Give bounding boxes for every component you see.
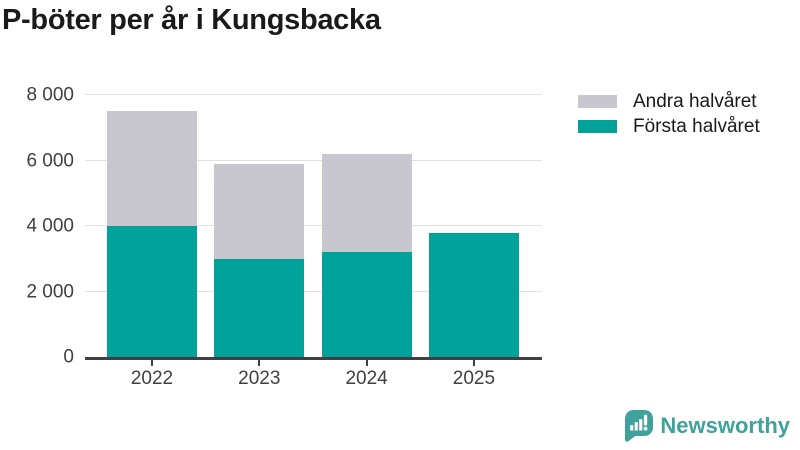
gridline-2000 — [85, 290, 542, 292]
legend-swatch — [578, 119, 617, 133]
bar-2022-f-rsta-halv-ret — [107, 226, 197, 357]
y-axis-tick-label: 6 000 — [26, 150, 74, 171]
gridline-4000 — [85, 225, 542, 226]
bar-2024-f-rsta-halv-ret — [321, 252, 412, 357]
newsworthy-logo-icon — [625, 410, 654, 442]
x-axis-tick-label-2024: 2024 — [345, 368, 388, 389]
y-axis-tick-label: 2 000 — [26, 281, 74, 302]
legend-swatch — [578, 94, 617, 108]
y-axis-tick-label: 4 000 — [26, 215, 74, 237]
y-axis-tick-label: 8 000 — [26, 84, 74, 106]
x-axis-tick-mark — [472, 360, 475, 366]
x-axis-tick-mark — [258, 360, 261, 366]
gridline-6000 — [85, 159, 542, 161]
x-axis-tick-mark — [151, 360, 153, 366]
newsworthy-logo[interactable]: Newsworthy — [625, 410, 790, 442]
bar-2023-andra-halv-ret — [214, 163, 305, 259]
bar-2022-andra-halv-ret — [107, 111, 197, 226]
bar-2023-f-rsta-halv-ret — [214, 258, 305, 357]
legend: Andra halvåret Första halvåret — [578, 90, 760, 137]
x-axis-tick-label-2025: 2025 — [452, 368, 496, 389]
bar-2024-andra-halv-ret — [321, 153, 412, 253]
gridline-8000 — [85, 94, 542, 95]
x-axis-tick-mark — [365, 360, 368, 366]
x-axis-tick-label-2022: 2022 — [130, 368, 174, 389]
newsworthy-logo-text: Newsworthy — [660, 413, 790, 438]
y-axis-tick-label: 0 — [63, 346, 74, 368]
legend-item-andra-halv-ret: Andra halvåret — [578, 90, 760, 112]
plot-area: 0 2 000 4 000 6 000 8 000 2022 2023 2024 2025 — [26, 86, 542, 388]
legend-label: Andra halvåret — [633, 90, 757, 112]
legend-label: Första halvåret — [633, 115, 760, 137]
x-axis-tick-label-2023: 2023 — [238, 368, 281, 389]
legend-item-f-rsta-halv-ret: Första halvåret — [578, 115, 760, 137]
chart-title: P-böter per år i Kungsbacka — [2, 4, 381, 36]
bar-2025-f-rsta-halv-ret — [428, 232, 519, 357]
